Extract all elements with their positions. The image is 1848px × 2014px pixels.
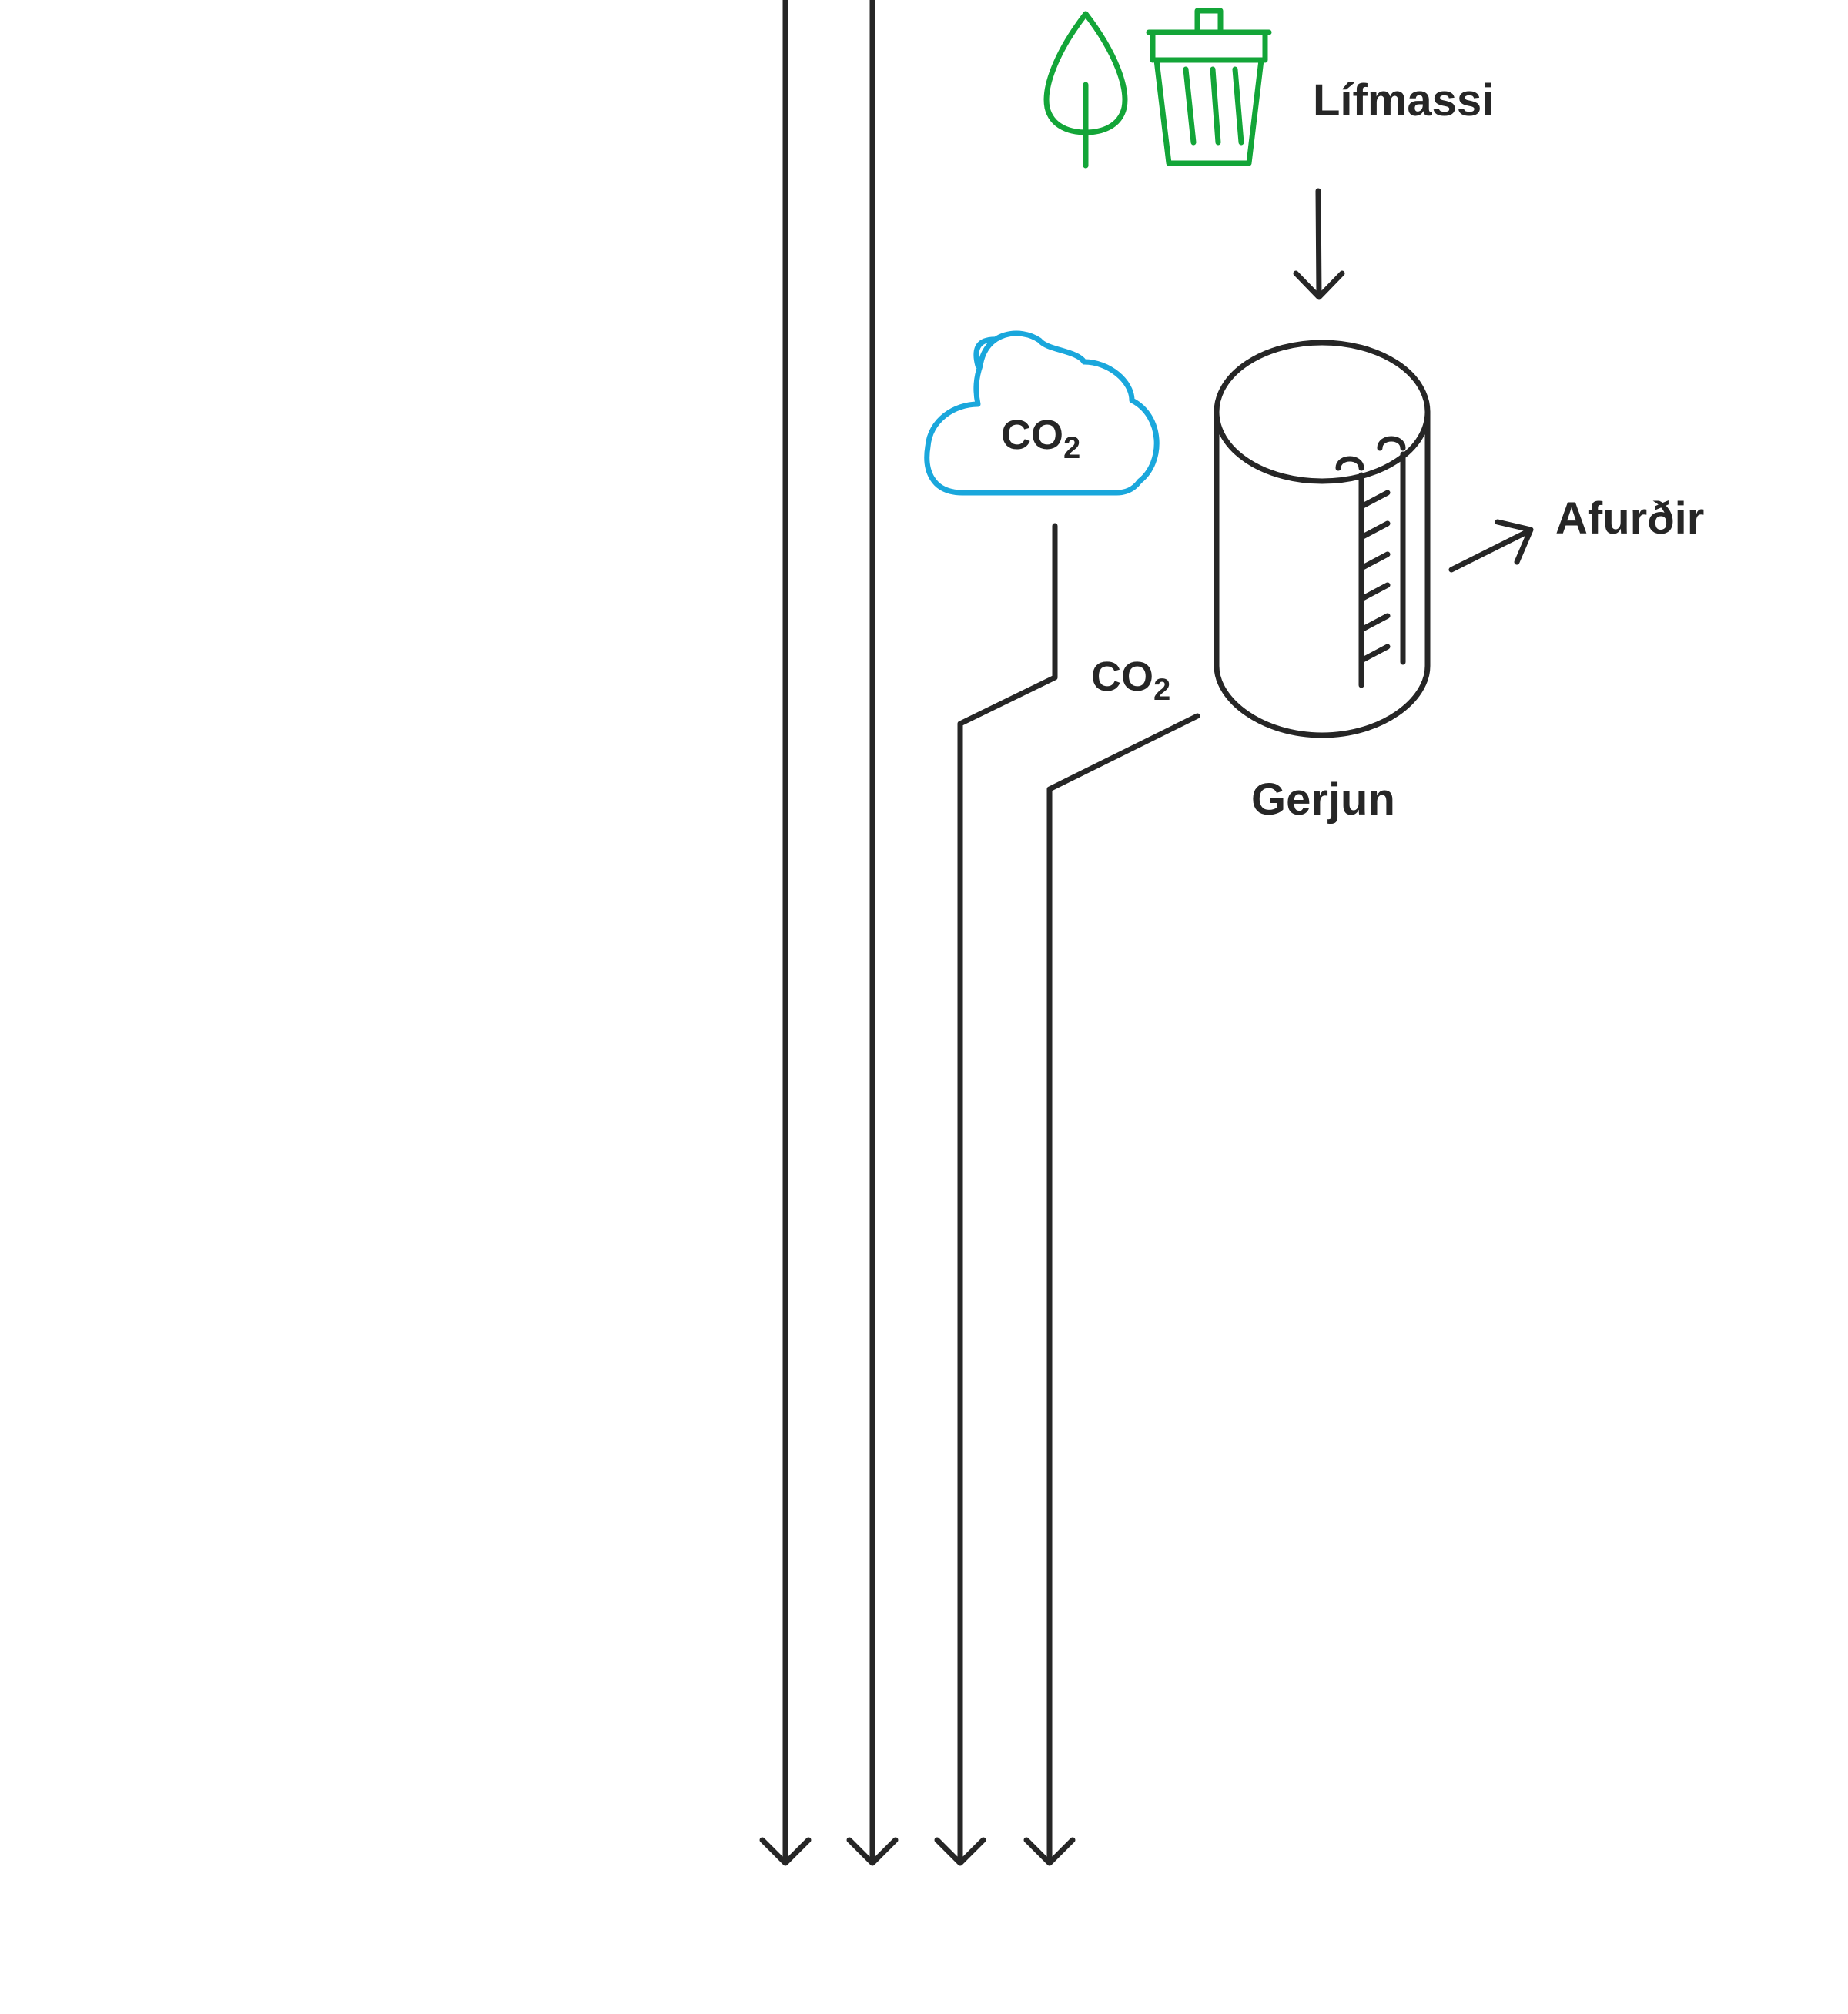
biomass-label: Lífmassi [1313, 75, 1494, 125]
biomass-arrowhead [1293, 270, 1345, 300]
cloud-co2-sub: 2 [1063, 431, 1080, 465]
flow-arrowhead-1 [759, 1837, 812, 1866]
flow-arrowhead-4 [1023, 1837, 1076, 1866]
tank-ladder-hook-right [1377, 436, 1406, 451]
products-label: Afurðir [1555, 493, 1704, 544]
products-arrowhead [1495, 519, 1534, 565]
flow-arrowhead-3 [934, 1837, 986, 1866]
flow-line-3-co2-from-cloud [957, 523, 1058, 1865]
tank-ladder-rungs [1358, 490, 1391, 664]
svg-text:CO2: CO2 [1001, 412, 1080, 465]
fermentation-co2-text: CO2 [1091, 654, 1170, 707]
fermentation-label: Gerjun [1251, 774, 1395, 825]
tank-ladder-hook-left [1335, 456, 1364, 471]
trash-bin-icon [1146, 8, 1272, 166]
biomass-to-fermentation-arrow [1315, 188, 1322, 299]
flow-line-4-co2-from-fermentation [1046, 713, 1200, 1865]
cloud-co2-text: CO2 [1001, 412, 1080, 465]
cloud-icon [924, 330, 1160, 496]
products-arrow [1448, 528, 1532, 573]
flow-lines [759, 0, 1200, 1866]
tank-icon [1214, 340, 1431, 738]
flow-co2-sub: 2 [1153, 673, 1170, 707]
svg-text:CO2: CO2 [1091, 654, 1170, 707]
flow-arrowhead-2 [846, 1837, 899, 1866]
leaf-icon [1043, 11, 1128, 169]
cloud-co2-main: CO [1001, 412, 1063, 458]
flow-co2-main: CO [1091, 654, 1153, 700]
